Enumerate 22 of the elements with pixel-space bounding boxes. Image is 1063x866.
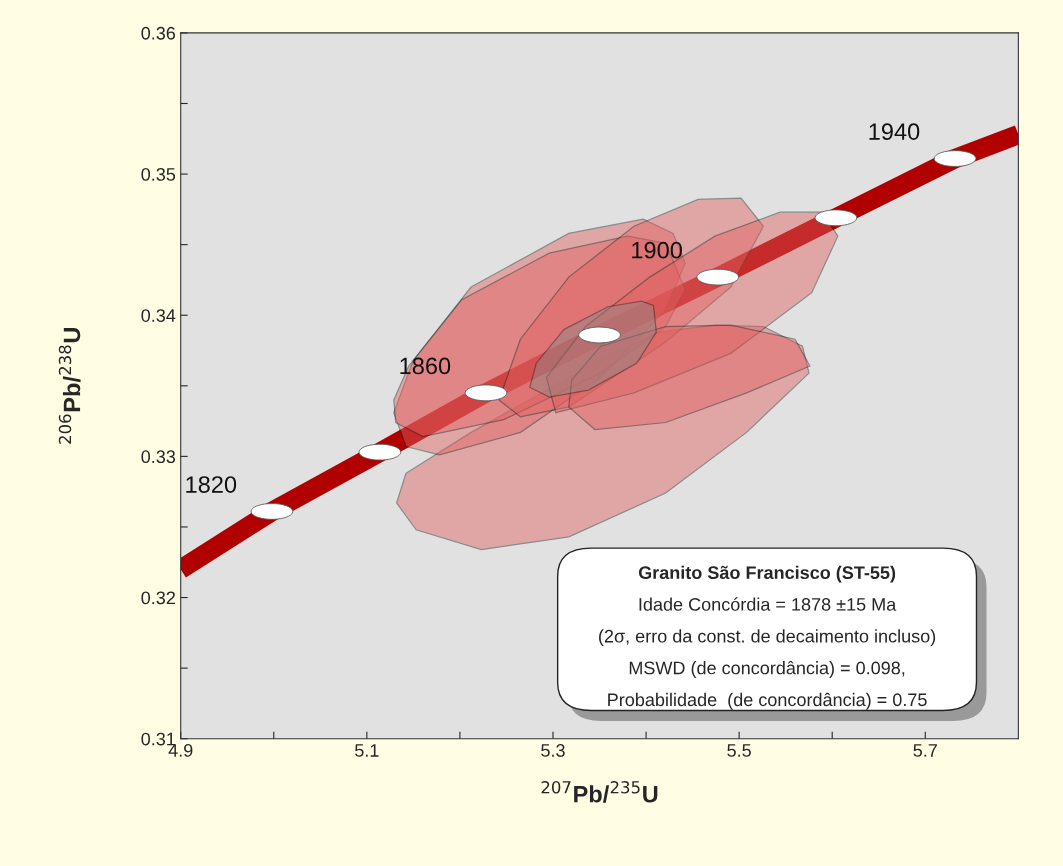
annotation: Probabilidade (de concordância) = 0.75: [608, 692, 927, 710]
annotation: 1940: [869, 123, 920, 140]
x-tick-label: 4.9: [168, 744, 193, 757]
x-tick-label: 5.3: [541, 744, 565, 757]
y-tick-label: 0.35: [141, 168, 176, 181]
x-tick-label: 5.5: [727, 744, 751, 757]
annotation: 1900: [632, 241, 682, 259]
annotation: Idade Concórdia = 1878 ±15 Ma: [639, 597, 897, 611]
x-tick-label: 5.1: [355, 744, 379, 757]
y-tick-label: 0.31: [141, 732, 175, 746]
annotation: (2σ, erro da const. de decaimento incluso): [599, 629, 936, 647]
annotation: 1820: [186, 476, 237, 493]
y-tick-label: 0.36: [141, 26, 176, 40]
x-axis-title: $^{207}$Pb/$^{235}$U: [541, 781, 658, 803]
annotation: 1860: [400, 357, 451, 375]
annotation: Granito São Francisco (ST-55): [638, 565, 896, 583]
annotation: MSWD (de concordância) = 0.098,: [629, 661, 905, 678]
y-tick-label: 0.32: [141, 591, 175, 605]
y-tick-label: 0.33: [141, 450, 176, 464]
y-tick-label: 0.34: [141, 309, 176, 322]
x-tick-label: 5.7: [913, 744, 937, 757]
y-axis-title: $^{206}$Pb/$^{238}$U: [58, 328, 81, 444]
